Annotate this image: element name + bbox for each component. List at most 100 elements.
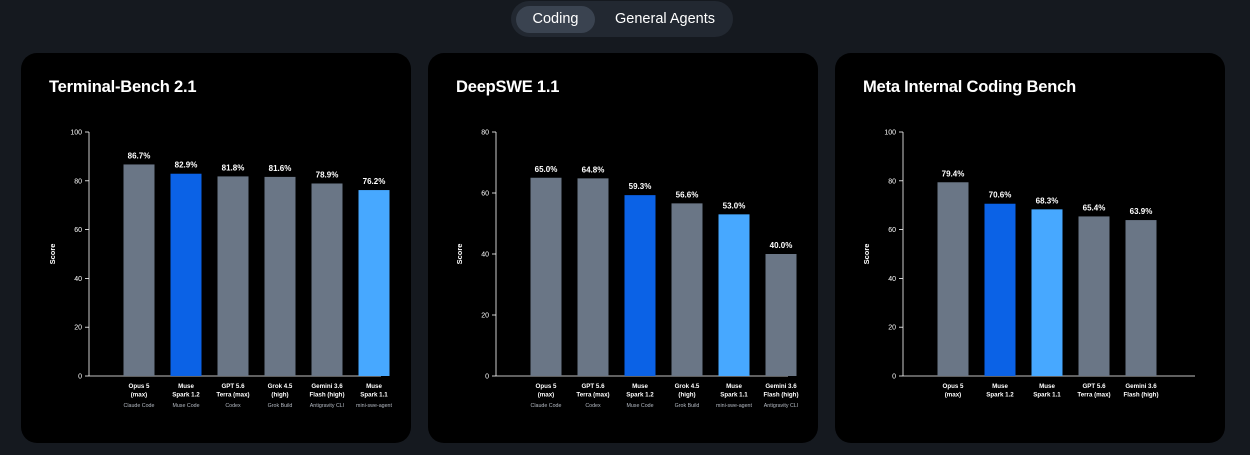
y-tick-label: 100 bbox=[70, 130, 82, 137]
data-label: 79.4% bbox=[942, 169, 965, 178]
chart-title: Meta Internal Coding Bench bbox=[863, 78, 1076, 96]
x-tick-sublabel: Grok Build bbox=[675, 403, 700, 409]
data-label: 76.2% bbox=[363, 177, 386, 186]
x-tick-label: Spark 1.1 bbox=[1033, 392, 1061, 399]
bar bbox=[1125, 220, 1157, 376]
x-tick-label: Terra (max) bbox=[216, 392, 249, 399]
y-axis-label: Score bbox=[48, 244, 57, 265]
bar bbox=[937, 182, 969, 376]
data-label: 63.9% bbox=[1130, 207, 1153, 216]
x-tick-label: Grok 4.5 bbox=[268, 383, 293, 390]
x-tick-label: Muse bbox=[366, 383, 382, 390]
x-tick-label: Gemini 3.6 bbox=[765, 383, 797, 390]
y-tick-label: 0 bbox=[78, 374, 82, 381]
bar-chart-deepswe: Score 0 20 40 60 80 65.0% Opus 5 (max) Claude Cod… bbox=[455, 130, 799, 410]
y-tick-label: 80 bbox=[481, 130, 489, 137]
data-label: 53.0% bbox=[723, 201, 746, 210]
tab-general-agents[interactable]: General Agents bbox=[615, 11, 715, 27]
data-label: 65.0% bbox=[535, 165, 558, 174]
data-label: 81.6% bbox=[269, 164, 292, 173]
y-tick-label: 80 bbox=[888, 178, 896, 185]
bar bbox=[671, 203, 703, 376]
tab-coding[interactable]: Coding bbox=[516, 6, 595, 33]
x-tick-label: (max) bbox=[538, 392, 555, 399]
y-tick-label: 40 bbox=[481, 252, 489, 259]
x-tick-label: Muse bbox=[632, 383, 648, 390]
x-tick-sublabel: Codex bbox=[585, 403, 601, 409]
x-tick-sublabel: Codex bbox=[225, 403, 241, 409]
chart-panel-meta-internal: Meta Internal Coding Bench Score 0 20 40 60 8… bbox=[835, 53, 1225, 443]
data-label: 68.3% bbox=[1036, 196, 1059, 205]
bar bbox=[264, 176, 296, 376]
benchmark-tab-switcher: Coding General Agents bbox=[511, 1, 733, 37]
x-tick-label: Muse bbox=[726, 383, 742, 390]
y-axis-label: Score bbox=[862, 244, 871, 265]
x-tick-label: Opus 5 bbox=[129, 383, 151, 390]
x-tick-label: Muse bbox=[178, 383, 194, 390]
x-tick-label: Opus 5 bbox=[943, 383, 965, 390]
x-tick-sublabel: Claude Code bbox=[531, 403, 562, 409]
bar bbox=[123, 164, 155, 376]
x-tick-label: Opus 5 bbox=[536, 383, 558, 390]
x-tick-label: GPT 5.6 bbox=[1082, 383, 1106, 390]
data-label: 82.9% bbox=[175, 161, 198, 170]
x-tick-label: (max) bbox=[945, 392, 962, 399]
data-label: 64.8% bbox=[582, 165, 605, 174]
chart-panel-terminal-bench: Terminal-Bench 2.1 Score 0 20 40 60 80 100 86.7… bbox=[21, 53, 411, 443]
y-tick-label: 60 bbox=[481, 191, 489, 198]
x-tick-label: Spark 1.2 bbox=[626, 392, 654, 399]
x-tick-label: (high) bbox=[678, 392, 695, 399]
y-tick-label: 100 bbox=[884, 130, 896, 137]
x-tick-label: (high) bbox=[271, 392, 288, 399]
data-label: 56.6% bbox=[676, 190, 699, 199]
bar bbox=[311, 183, 343, 376]
chart-panel-deepswe: DeepSWE 1.1 Score 0 20 40 60 80 65.0% Opus 5 (ma… bbox=[428, 53, 818, 443]
bar bbox=[1078, 216, 1110, 376]
y-tick-label: 0 bbox=[892, 374, 896, 381]
x-tick-label: Terra (max) bbox=[1077, 392, 1110, 399]
x-tick-label: Flash (high) bbox=[1123, 392, 1158, 399]
bar bbox=[358, 190, 390, 376]
data-label: 81.8% bbox=[222, 163, 245, 172]
x-tick-label: Spark 1.2 bbox=[172, 392, 200, 399]
x-tick-sublabel: Grok Build bbox=[268, 403, 293, 409]
x-tick-label: GPT 5.6 bbox=[581, 383, 605, 390]
y-tick-label: 0 bbox=[485, 374, 489, 381]
y-tick-label: 40 bbox=[74, 276, 82, 283]
bar bbox=[217, 176, 249, 376]
bar bbox=[1031, 209, 1063, 376]
bar bbox=[718, 214, 750, 376]
data-label: 65.4% bbox=[1083, 203, 1106, 212]
x-tick-sublabel: Antigravity CLI bbox=[310, 403, 344, 409]
data-label: 40.0% bbox=[770, 241, 793, 250]
x-tick-sublabel: mini-swe-agent bbox=[356, 403, 392, 409]
x-tick-sublabel: Claude Code bbox=[124, 403, 155, 409]
bar-chart-terminal-bench: Score 0 20 40 60 80 100 86.7% Opus 5 (max) Claude … bbox=[48, 130, 392, 410]
y-axis-label: Score bbox=[455, 244, 464, 265]
data-label: 59.3% bbox=[629, 182, 652, 191]
y-tick-label: 20 bbox=[888, 325, 896, 332]
y-tick-label: 20 bbox=[481, 313, 489, 320]
data-label: 70.6% bbox=[989, 191, 1012, 200]
x-tick-label: GPT 5.6 bbox=[221, 383, 245, 390]
x-tick-sublabel: Antigravity CLI bbox=[764, 403, 798, 409]
data-label: 86.7% bbox=[128, 151, 151, 160]
x-tick-label: Grok 4.5 bbox=[675, 383, 700, 390]
x-tick-label: Gemini 3.6 bbox=[1125, 383, 1157, 390]
x-tick-label: Gemini 3.6 bbox=[311, 383, 343, 390]
x-tick-label: Flash (high) bbox=[309, 392, 344, 399]
chart-title: Terminal-Bench 2.1 bbox=[49, 78, 197, 96]
bar bbox=[984, 203, 1016, 376]
x-tick-sublabel: mini-swe-agent bbox=[716, 403, 752, 409]
chart-title: DeepSWE 1.1 bbox=[456, 78, 560, 96]
y-tick-label: 80 bbox=[74, 178, 82, 185]
x-tick-label: Muse bbox=[992, 383, 1008, 390]
bar bbox=[624, 195, 656, 376]
x-tick-sublabel: Muse Code bbox=[626, 403, 653, 409]
bar bbox=[530, 177, 562, 376]
y-tick-label: 60 bbox=[888, 227, 896, 234]
x-tick-label: Muse bbox=[1039, 383, 1055, 390]
bar bbox=[170, 173, 202, 376]
bar-chart-meta-internal: Score 0 20 40 60 80 100 79.4% Opus 5 (max) 70.6% Mu… bbox=[862, 130, 1195, 399]
x-tick-label: Spark 1.2 bbox=[986, 392, 1014, 399]
